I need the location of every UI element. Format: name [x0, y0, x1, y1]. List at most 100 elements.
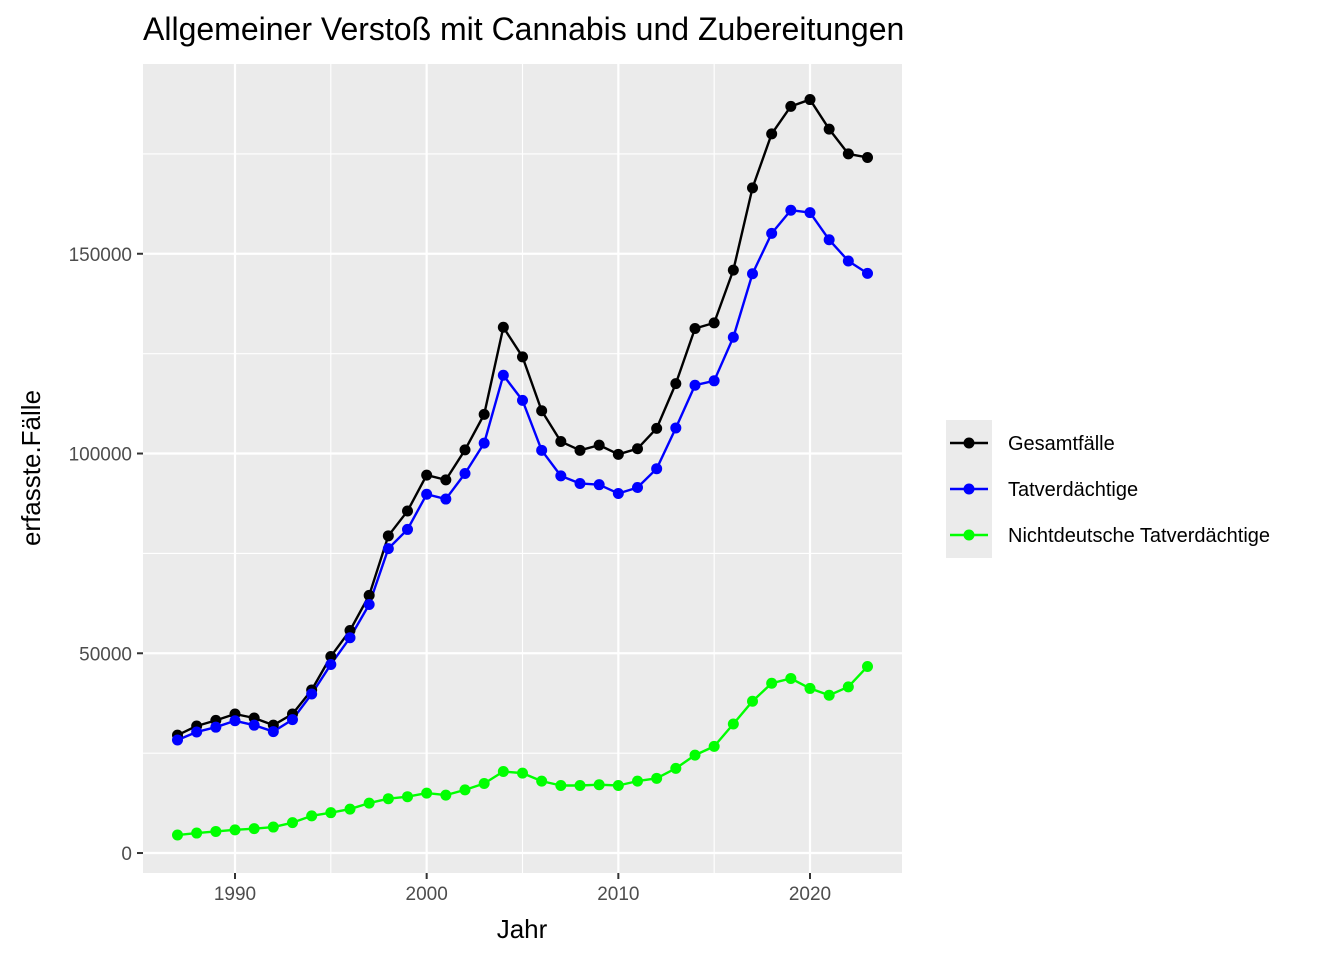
data-point	[804, 682, 816, 694]
y-tick-label: 150000	[69, 245, 132, 266]
data-point	[325, 658, 337, 670]
data-point	[862, 660, 873, 672]
series-points	[172, 94, 873, 841]
data-point	[612, 780, 624, 792]
data-point	[363, 599, 375, 611]
data-point	[574, 444, 586, 456]
data-point	[842, 255, 854, 267]
data-point	[593, 479, 605, 491]
legend: Gesamtfälle Tatverdächtige Nichtdeutsche T…	[946, 420, 1270, 558]
data-point	[497, 369, 509, 381]
data-point	[363, 589, 375, 601]
major-gridlines	[143, 64, 902, 873]
legend-key-point	[963, 437, 975, 449]
x-tick-label: 2000	[406, 884, 448, 905]
data-point	[651, 463, 663, 475]
data-point	[785, 100, 797, 112]
data-point	[191, 726, 203, 738]
x-tick-label: 1990	[214, 884, 256, 905]
data-point	[172, 734, 183, 746]
data-point	[785, 204, 797, 216]
chart-title: Allgemeiner Verstoß mit Cannabis und Zub…	[143, 11, 904, 47]
data-point	[344, 632, 356, 644]
data-point	[842, 681, 854, 693]
data-point	[708, 375, 720, 387]
data-point	[766, 128, 778, 140]
data-point	[708, 317, 720, 329]
data-point	[670, 378, 682, 390]
data-point	[306, 688, 318, 700]
data-point	[248, 823, 260, 835]
data-point	[747, 695, 758, 707]
data-point	[632, 443, 643, 455]
data-point	[651, 772, 663, 784]
data-point	[382, 793, 394, 805]
data-point	[708, 740, 720, 752]
data-point	[689, 379, 701, 391]
data-point	[497, 321, 509, 333]
data-point	[325, 807, 337, 819]
data-point	[210, 825, 222, 837]
data-point	[555, 780, 567, 792]
y-tick-label: 0	[121, 844, 132, 865]
data-point	[823, 123, 835, 135]
data-point	[862, 267, 873, 279]
data-point	[593, 439, 605, 451]
data-point	[842, 148, 854, 160]
data-point	[440, 474, 452, 486]
data-point	[574, 780, 586, 792]
data-point	[172, 829, 183, 841]
data-point	[440, 493, 452, 505]
data-point	[747, 268, 758, 280]
data-point	[689, 322, 701, 334]
data-point	[229, 715, 241, 727]
data-point	[440, 789, 452, 801]
data-point	[402, 505, 413, 517]
y-tick-label: 100000	[69, 445, 132, 466]
data-point	[306, 810, 318, 822]
data-point	[267, 726, 279, 738]
data-point	[651, 422, 663, 434]
data-point	[459, 467, 471, 479]
data-point	[344, 803, 356, 815]
data-point	[823, 689, 835, 701]
legend-key-point	[963, 529, 975, 541]
data-point	[402, 523, 413, 535]
data-point	[747, 182, 758, 194]
data-point	[382, 543, 394, 555]
data-point	[421, 787, 433, 799]
data-point	[823, 234, 835, 246]
data-point	[632, 775, 643, 787]
data-point	[804, 207, 816, 219]
data-point	[459, 784, 471, 796]
data-point	[325, 650, 337, 662]
data-point	[555, 470, 567, 482]
data-point	[689, 749, 701, 761]
data-point	[670, 762, 682, 774]
data-point	[517, 394, 528, 406]
data-point	[478, 408, 490, 420]
data-point	[612, 448, 624, 460]
x-tick-label: 2020	[789, 884, 831, 905]
data-point	[248, 719, 260, 731]
data-point	[421, 488, 433, 500]
data-point	[478, 437, 490, 449]
legend-label: Tatverdächtige	[1008, 479, 1138, 501]
legend-key-point	[963, 483, 975, 495]
data-point	[210, 721, 222, 733]
data-point	[766, 227, 778, 239]
data-point	[287, 714, 298, 726]
data-point	[363, 797, 375, 809]
legend-label: Nichtdeutsche Tatverdächtige	[1008, 525, 1270, 547]
data-point	[421, 469, 433, 481]
y-axis-title: erfasste.Fälle	[16, 390, 46, 546]
data-point	[229, 824, 241, 836]
data-point	[785, 672, 797, 684]
data-point	[574, 477, 586, 489]
data-point	[287, 817, 298, 829]
data-point	[555, 436, 567, 448]
data-point	[402, 791, 413, 803]
data-point	[459, 444, 471, 456]
data-point	[536, 405, 548, 417]
data-point	[536, 444, 548, 456]
